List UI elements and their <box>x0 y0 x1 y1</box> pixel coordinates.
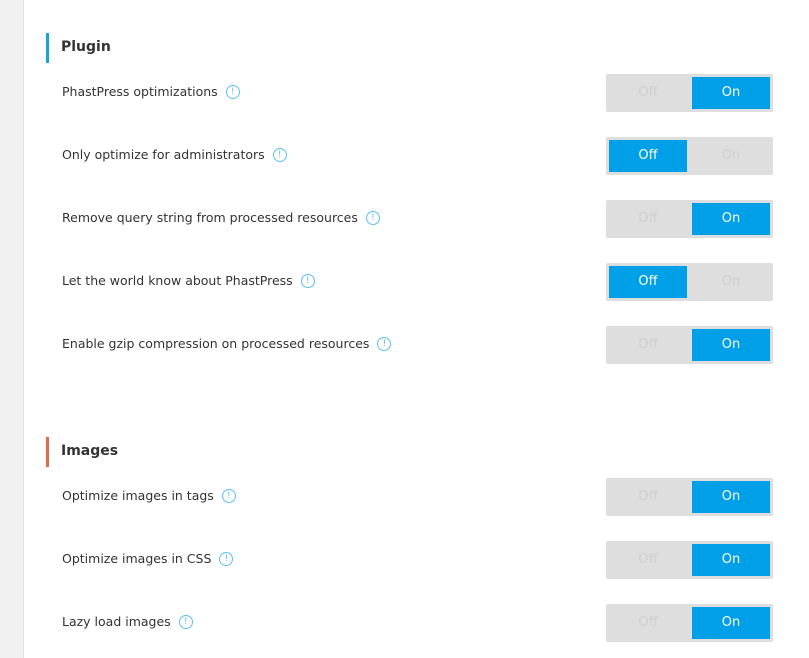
info-circle-icon[interactable]: ! <box>365 211 380 225</box>
setting-row-phastpress-optimizations: PhastPress optimizations! Off On <box>24 74 809 112</box>
toggle-off-option[interactable]: Off <box>638 211 658 226</box>
toggle-phastpress-optimizations: Off On <box>606 74 773 112</box>
info-circle-icon[interactable]: ! <box>300 274 315 288</box>
section-accent-bar <box>46 437 49 467</box>
toggle-remove-query-string: Off On <box>606 200 773 238</box>
setting-label: Only optimize for administrators <box>62 147 265 162</box>
settings-panel: Plugin PhastPress optimizations! Off On … <box>23 0 809 658</box>
toggle-optimize-images-tags: Off On <box>606 478 773 516</box>
toggle-let-world-know: Off On <box>606 263 773 301</box>
toggle-on-option[interactable]: On <box>721 274 741 289</box>
toggle-lazy-load-images: Off On <box>606 604 773 642</box>
toggle-on-option[interactable]: On <box>721 148 741 163</box>
info-circle-icon[interactable]: ! <box>178 615 193 629</box>
toggle-optimize-images-css: Off On <box>606 541 773 579</box>
toggle-off-option[interactable]: Off <box>609 140 687 172</box>
toggle-off-option[interactable]: Off <box>638 615 658 630</box>
info-circle-icon[interactable]: ! <box>219 552 234 566</box>
toggle-on-option[interactable]: On <box>692 544 770 576</box>
setting-label: Remove query string from processed resou… <box>62 210 358 225</box>
setting-label: Let the world know about PhastPress <box>62 273 293 288</box>
info-circle-icon[interactable]: ! <box>377 337 392 351</box>
toggle-on-option[interactable]: On <box>692 203 770 235</box>
setting-row-let-world-know: Let the world know about PhastPress! Off… <box>24 263 809 301</box>
section-title-plugin: Plugin <box>61 39 111 55</box>
setting-row-remove-query-string: Remove query string from processed resou… <box>24 200 809 238</box>
setting-label: Enable gzip compression on processed res… <box>62 336 370 351</box>
section-accent-bar <box>46 33 49 63</box>
setting-row-lazy-load-images: Lazy load images! Off On <box>24 604 809 642</box>
toggle-off-option[interactable]: Off <box>638 85 658 100</box>
toggle-on-option[interactable]: On <box>692 77 770 109</box>
info-circle-icon[interactable]: ! <box>272 148 287 162</box>
setting-row-optimize-images-tags: Optimize images in tags! Off On <box>24 478 809 516</box>
toggle-gzip-compression: Off On <box>606 326 773 364</box>
setting-row-optimize-images-css: Optimize images in CSS! Off On <box>24 541 809 579</box>
setting-label: Optimize images in CSS <box>62 551 212 566</box>
setting-label: PhastPress optimizations <box>62 84 218 99</box>
setting-row-gzip-compression: Enable gzip compression on processed res… <box>24 326 809 364</box>
info-circle-icon[interactable]: ! <box>221 489 236 503</box>
toggle-on-option[interactable]: On <box>692 607 770 639</box>
toggle-off-option[interactable]: Off <box>638 489 658 504</box>
setting-label: Optimize images in tags <box>62 488 214 503</box>
toggle-on-option[interactable]: On <box>692 329 770 361</box>
setting-row-only-optimize-admins: Only optimize for administrators! Off On <box>24 137 809 175</box>
info-circle-icon[interactable]: ! <box>225 85 240 99</box>
toggle-off-option[interactable]: Off <box>638 337 658 352</box>
toggle-on-option[interactable]: On <box>692 481 770 513</box>
toggle-only-optimize-admins: Off On <box>606 137 773 175</box>
setting-label: Lazy load images <box>62 614 171 629</box>
section-title-images: Images <box>61 443 119 459</box>
toggle-off-option[interactable]: Off <box>638 552 658 567</box>
toggle-off-option[interactable]: Off <box>609 266 687 298</box>
